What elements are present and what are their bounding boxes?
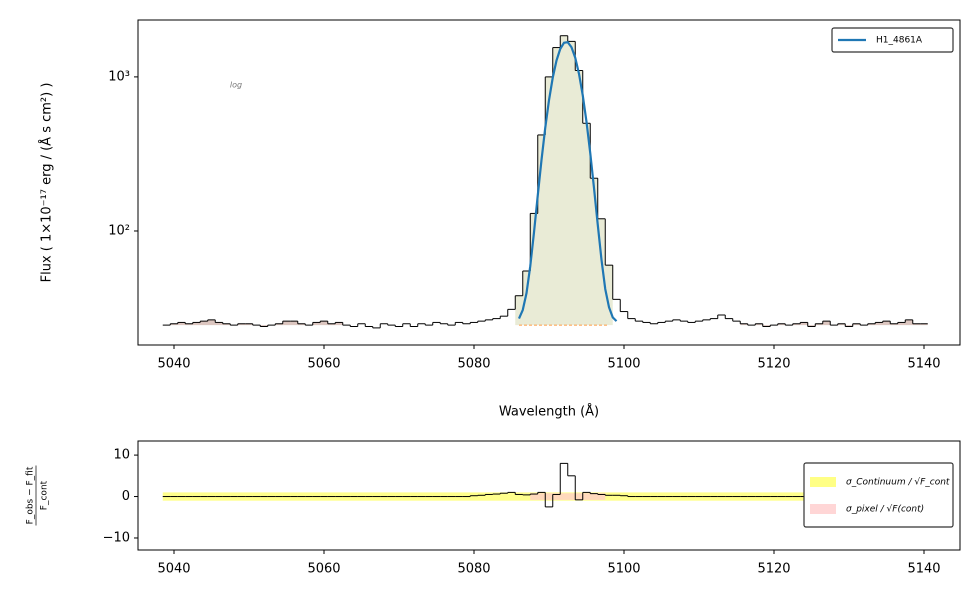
legend-label: H1_4861A [876, 36, 923, 46]
x-tick-label: 5100 [607, 357, 640, 372]
y-axis-label: Flux ( 1×10⁻¹⁷ erg / (Å s cm²) ) [39, 83, 55, 283]
x-tick-label: 5040 [157, 357, 190, 372]
legend-label: σ_Continuum / √F_cont [846, 477, 950, 488]
legend-swatch [810, 504, 836, 514]
x-tick-label: 5080 [457, 357, 490, 372]
y-tick-label: 10³ [108, 69, 130, 84]
plot-area [162, 35, 928, 329]
region-fill [740, 319, 928, 327]
y-tick-label: 0 [122, 489, 130, 504]
x-tick-label: 5120 [757, 357, 790, 372]
fit-line [517, 41, 618, 322]
x-tick-label: 5080 [457, 562, 490, 577]
legend-label: σ_pixel / √F(cont) [846, 504, 924, 515]
y-tick-label: −10 [103, 530, 130, 545]
x-axis-label: Wavelength (Å) [499, 404, 599, 420]
x-tick-label: 5060 [307, 357, 340, 372]
x-tick-label: 5100 [607, 562, 640, 577]
y-tick-label: 10 [113, 448, 130, 463]
x-tick-label: 5120 [757, 562, 790, 577]
x-tick-label: 5040 [157, 562, 190, 577]
region-fill [515, 35, 613, 326]
x-tick-label: 5140 [907, 357, 940, 372]
legend: H1_4861A [831, 27, 954, 53]
x-tick-label: 5140 [907, 562, 940, 577]
y-tick-label: 10² [108, 223, 130, 238]
axes-frame [137, 440, 961, 551]
plot-area [162, 462, 928, 508]
sigma-band [530, 493, 606, 500]
axes-frame [137, 19, 961, 346]
x-tick-label: 5060 [307, 562, 340, 577]
legend: σ_Continuum / √F_cont σ_pixel / √F(cont) [803, 462, 954, 528]
legend-box [831, 27, 954, 53]
legend-box [803, 462, 954, 528]
annotation: log [230, 81, 242, 90]
y-axis-label-numerator: F_obs − F_fit [26, 466, 36, 524]
y-axis-label-denominator: F_cont [40, 480, 50, 510]
legend-swatch [810, 477, 836, 487]
